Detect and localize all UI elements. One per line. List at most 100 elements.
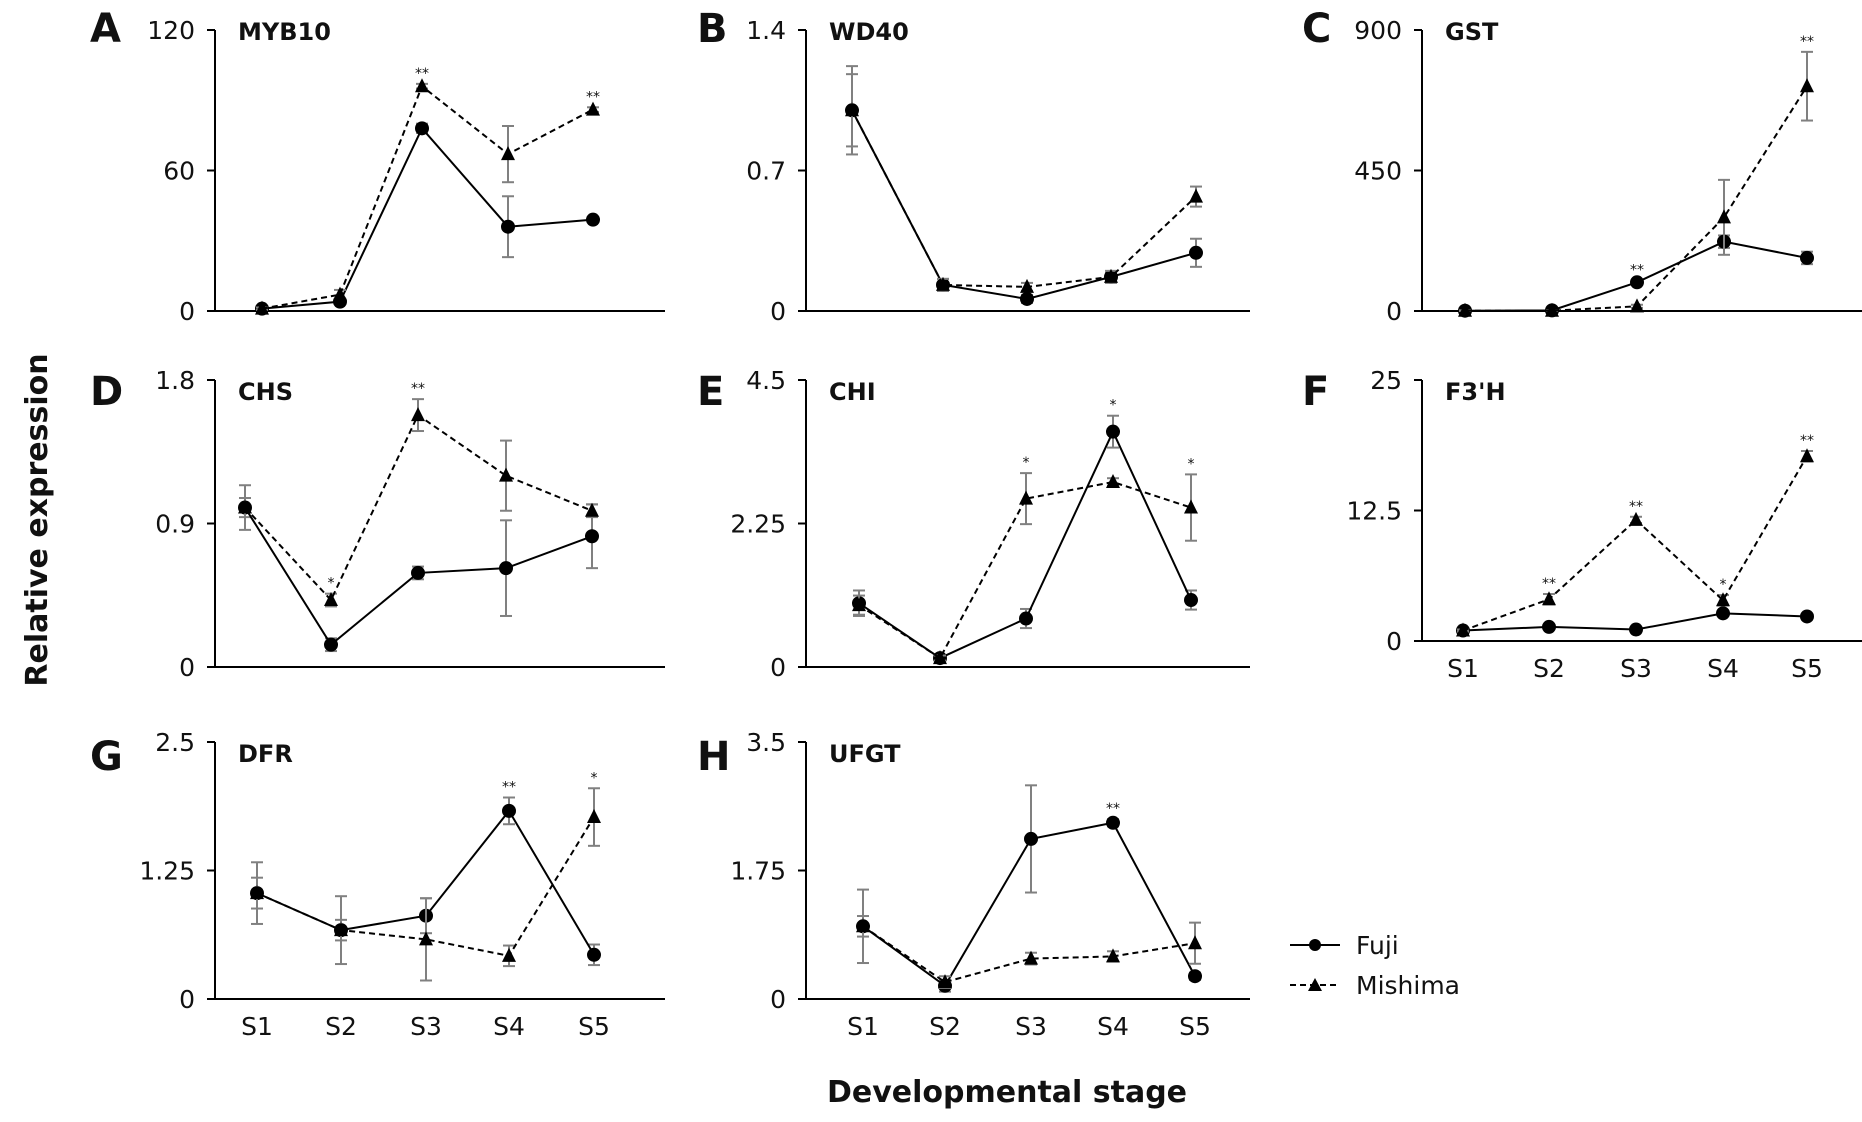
y-tick-label: 0 xyxy=(770,297,786,326)
data-point-fuji xyxy=(586,212,600,227)
x-tick-label: S2 xyxy=(929,1012,961,1041)
data-point-mishima xyxy=(852,597,866,612)
y-tick-label: 2.25 xyxy=(730,510,786,539)
chart-panel-c: C GST 0 450 900 ** ** xyxy=(1302,6,1862,326)
series-line-mishima xyxy=(858,481,1192,660)
data-point-fuji xyxy=(1024,831,1038,846)
y-tick-label: 1.4 xyxy=(746,16,786,45)
data-point-fuji xyxy=(411,565,425,580)
data-point-mishima xyxy=(856,918,870,933)
panel-letter: G xyxy=(90,734,123,780)
data-point-mishima xyxy=(1106,948,1120,963)
y-tick-label: 25 xyxy=(1370,366,1402,395)
data-point-mishima xyxy=(585,502,599,517)
gene-title-wd40: WD40 xyxy=(829,18,909,46)
legend: Fuji Mishima xyxy=(1290,931,1460,1000)
significance-label: * xyxy=(1023,455,1030,471)
data-point-mishima xyxy=(1717,209,1731,224)
data-point-mishima xyxy=(411,407,425,422)
x-tick-label: S2 xyxy=(325,1012,357,1041)
data-point-mishima xyxy=(1189,188,1203,203)
data-point-fuji xyxy=(1188,969,1202,984)
y-tick-label: 0.7 xyxy=(746,157,786,186)
panel-letter: B xyxy=(697,6,728,52)
data-point-mishima xyxy=(936,276,950,291)
data-point-mishima xyxy=(250,885,264,900)
significance-label: ** xyxy=(586,89,600,105)
data-point-fuji xyxy=(1630,275,1644,290)
data-point-mishima xyxy=(587,809,601,824)
significance-label: ** xyxy=(1542,576,1556,592)
y-tick-label: 0 xyxy=(179,653,195,682)
data-point-mishima xyxy=(1716,592,1730,607)
data-point-mishima xyxy=(238,499,252,514)
data-point-mishima xyxy=(1020,278,1034,293)
y-tick-label: 0 xyxy=(179,985,195,1014)
panel-letter: F xyxy=(1302,369,1329,415)
y-tick-label: 1.8 xyxy=(155,366,195,395)
data-point-mishima xyxy=(1630,298,1644,313)
series-line-mishima xyxy=(1462,455,1808,632)
y-tick-label: 0 xyxy=(179,297,195,326)
gene-title-chi: CHI xyxy=(829,378,876,406)
y-tick-label: 0 xyxy=(770,985,786,1014)
data-point-fuji xyxy=(1800,609,1814,624)
significance-label: ** xyxy=(1800,34,1814,50)
data-point-fuji xyxy=(499,561,513,576)
gene-title-myb10: MYB10 xyxy=(238,18,331,46)
x-axis-title: Developmental stage xyxy=(827,1075,1187,1110)
data-point-fuji xyxy=(324,637,338,652)
data-point-fuji xyxy=(502,803,516,818)
x-tick-label: S5 xyxy=(1179,1012,1211,1041)
x-tick-label: S3 xyxy=(1620,654,1652,683)
data-point-fuji xyxy=(1019,611,1033,626)
legend-label-mishima: Mishima xyxy=(1356,971,1460,1000)
y-tick-label: 12.5 xyxy=(1346,497,1402,526)
y-tick-label: 1.25 xyxy=(139,857,195,886)
x-tick-label: S1 xyxy=(847,1012,879,1041)
data-point-fuji xyxy=(415,121,429,136)
significance-label: * xyxy=(1110,398,1117,414)
data-point-mishima xyxy=(1456,622,1470,637)
data-point-fuji xyxy=(1629,622,1643,637)
data-point-mishima xyxy=(933,650,947,665)
series-line-mishima xyxy=(851,109,1197,288)
data-point-fuji xyxy=(1542,619,1556,634)
data-point-mishima xyxy=(1019,490,1033,505)
data-point-fuji xyxy=(1184,593,1198,608)
chart-panel-h: H UFGT 0 1.75 3.5 S1 S2 S3 S4 S5 ** xyxy=(697,728,1250,1041)
data-point-mishima xyxy=(586,101,600,116)
significance-label: ** xyxy=(1106,801,1120,817)
data-point-mishima xyxy=(1184,499,1198,514)
data-point-mishima xyxy=(501,146,515,161)
data-point-fuji xyxy=(501,219,515,234)
panel-letter: H xyxy=(697,734,730,780)
y-tick-label: 3.5 xyxy=(746,728,786,757)
panel-letter: D xyxy=(90,369,123,415)
data-point-fuji xyxy=(587,947,601,962)
data-point-mishima xyxy=(1800,448,1814,463)
data-point-mishima xyxy=(1104,268,1118,283)
series-line-mishima xyxy=(261,84,594,310)
gene-title-dfr: DFR xyxy=(238,740,293,768)
y-tick-label: 0 xyxy=(1386,297,1402,326)
x-tick-label: S5 xyxy=(1791,654,1823,683)
data-point-mishima xyxy=(1629,511,1643,526)
panel-letter: C xyxy=(1302,6,1331,52)
chart-panel-b: B WD40 0 0.7 1.4 xyxy=(697,6,1250,326)
x-tick-label: S5 xyxy=(578,1012,610,1041)
series-line-fuji xyxy=(261,126,594,310)
data-point-mishima xyxy=(1800,78,1814,93)
gene-title-f3h: F3'H xyxy=(1445,378,1506,406)
data-point-mishima xyxy=(499,467,513,482)
x-tick-label: S3 xyxy=(1015,1012,1047,1041)
series-line-mishima xyxy=(862,925,1196,984)
x-tick-label: S2 xyxy=(1533,654,1565,683)
data-point-fuji xyxy=(1716,606,1730,621)
x-tick-label: S1 xyxy=(1447,654,1479,683)
